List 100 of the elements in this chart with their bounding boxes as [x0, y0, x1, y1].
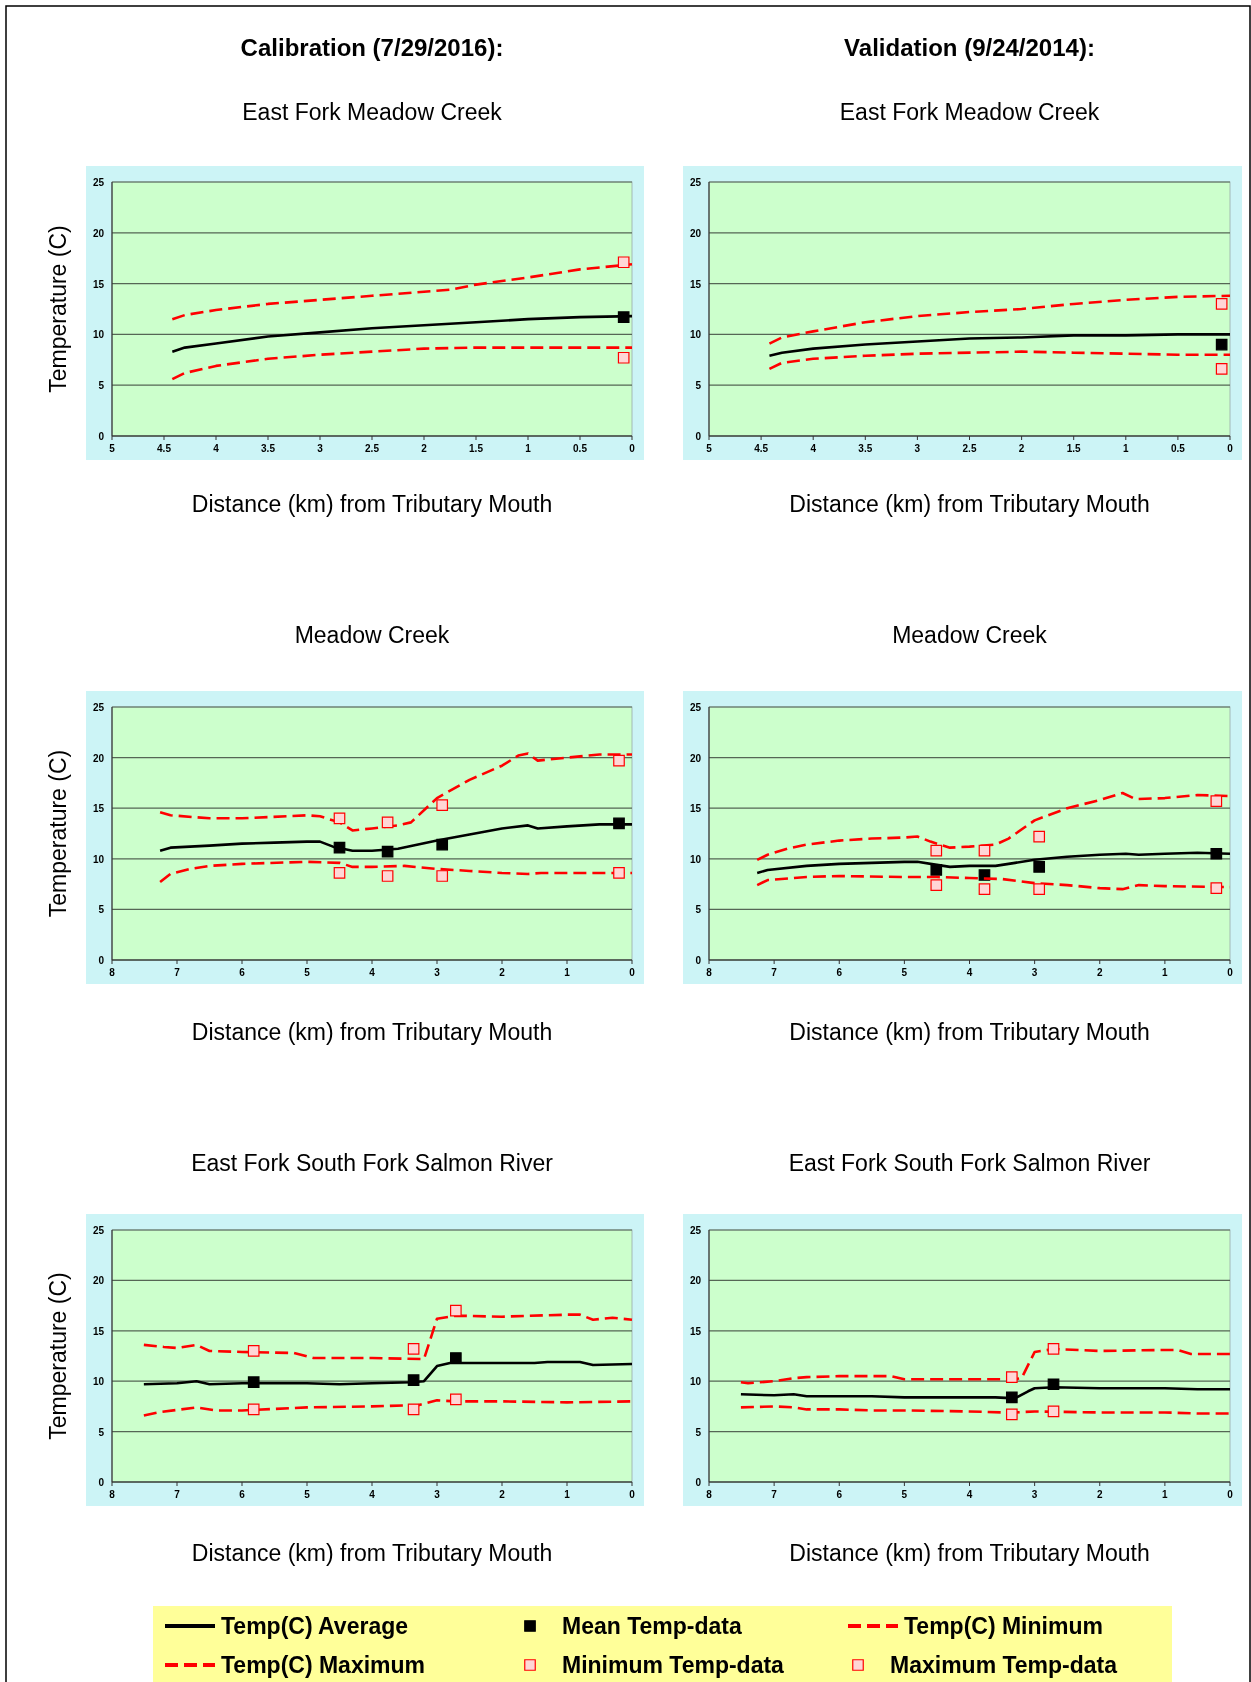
x-tick-label: 3 [914, 443, 921, 454]
point [978, 844, 991, 857]
x-tick-label: 6 [836, 1489, 843, 1500]
legend-label: Maximum Temp-data [890, 1652, 1118, 1678]
line-series [755, 851, 1232, 875]
point [1210, 795, 1223, 807]
y-tick-label: 25 [689, 177, 702, 188]
point [381, 845, 394, 858]
legend-label: Mean Temp-data [562, 1613, 742, 1639]
legend-label: Minimum Temp-data [562, 1652, 785, 1678]
y-tick-label: 0 [695, 431, 702, 442]
chart-title: Validation (9/24/2014): [844, 34, 1095, 61]
y-tick-label: 15 [92, 803, 105, 815]
y-tick-label: 5 [695, 1426, 702, 1438]
chart-title: Calibration (7/29/2016): [240, 34, 504, 61]
x-tick-label: 4 [369, 1489, 376, 1500]
point [613, 817, 625, 830]
x-tick-label: 1 [564, 1489, 571, 1500]
point [247, 1376, 260, 1389]
x-tick-label: 6 [836, 967, 843, 978]
y-tick-label: 20 [92, 1275, 105, 1287]
x-tick-label: 7 [771, 1489, 778, 1500]
y-tick-label: 15 [689, 278, 702, 290]
x-tick-label: 2 [499, 1489, 506, 1500]
point [1210, 847, 1223, 860]
x-tick-label: 4 [966, 1489, 973, 1500]
y-tick-label: 0 [98, 955, 105, 966]
x-axis-title: Distance (km) from Tributary Mouth [789, 491, 1150, 517]
point [1033, 883, 1046, 895]
point [247, 1345, 260, 1357]
x-tick-label: 1.5 [469, 443, 484, 454]
y-tick-label: 25 [92, 702, 105, 713]
line-series [171, 346, 634, 381]
y-tick-label: 15 [92, 278, 105, 290]
y-tick-label: 20 [689, 752, 702, 764]
x-tick-label: 5 [304, 1489, 311, 1500]
y-tick-label: 25 [689, 702, 702, 713]
x-tick-label: 1 [525, 443, 532, 454]
point [1033, 861, 1046, 873]
y-tick-label: 0 [695, 1477, 702, 1488]
legend-label: Temp(C) Minimum [904, 1613, 1103, 1639]
x-tick-label: 0 [629, 1489, 636, 1500]
chart-subtitle: East Fork South Fork Salmon River [788, 1150, 1151, 1176]
line-series [768, 333, 1232, 358]
chart-subtitle: East Fork South Fork Salmon River [191, 1150, 554, 1176]
line-series [768, 350, 1232, 371]
x-tick-label: 4 [213, 443, 220, 454]
x-tick-label: 5 [901, 967, 908, 978]
legend-label: Temp(C) Maximum [221, 1652, 426, 1678]
x-tick-label: 4 [810, 443, 817, 454]
x-tick-label: 0 [1227, 443, 1234, 454]
x-tick-label: 3 [434, 967, 441, 978]
x-tick-label: 8 [109, 967, 116, 978]
y-tick-label: 20 [92, 752, 105, 764]
x-tick-label: 7 [174, 1489, 181, 1500]
y-tick-label: 20 [689, 227, 702, 239]
x-tick-label: 7 [771, 967, 778, 978]
point [381, 870, 394, 882]
y-tick-label: 10 [92, 329, 105, 341]
y-tick-label: 5 [695, 380, 702, 392]
x-tick-label: 0.5 [1170, 443, 1186, 454]
point [436, 799, 449, 812]
point [1005, 1371, 1018, 1384]
y-tick-label: 20 [92, 227, 105, 239]
point [613, 867, 625, 879]
y-axis-title: Temperature (C) [45, 1272, 71, 1440]
y-tick-label: 10 [689, 853, 702, 865]
point [407, 1343, 420, 1355]
point [407, 1403, 420, 1416]
point [1210, 882, 1223, 894]
x-tick-label: 3.5 [261, 443, 276, 454]
x-tick-label: 2.5 [962, 443, 977, 454]
line-series [158, 752, 634, 832]
x-tick-label: 0 [1227, 1489, 1234, 1500]
point [978, 883, 991, 895]
y-tick-label: 0 [98, 1477, 105, 1488]
x-tick-label: 5 [706, 443, 713, 454]
point [930, 844, 943, 857]
y-tick-label: 10 [92, 1376, 105, 1388]
point [1047, 1405, 1060, 1418]
x-tick-label: 3 [317, 443, 324, 454]
chart-subtitle: East Fork Meadow Creek [839, 99, 1100, 125]
y-tick-label: 15 [689, 803, 702, 815]
x-axis-title: Distance (km) from Tributary Mouth [789, 1540, 1150, 1566]
y-tick-label: 5 [98, 1426, 105, 1438]
x-axis-title: Distance (km) from Tributary Mouth [191, 1540, 553, 1566]
point [1005, 1391, 1018, 1404]
x-tick-label: 5 [109, 443, 116, 454]
x-tick-label: 1 [1162, 1489, 1169, 1500]
x-tick-label: 8 [706, 1489, 713, 1500]
point [407, 1374, 420, 1387]
x-tick-label: 4.5 [157, 443, 172, 454]
x-tick-label: 2 [1096, 1489, 1103, 1500]
point [450, 1304, 462, 1317]
x-tick-label: 0.5 [573, 443, 588, 454]
x-tick-label: 2 [1096, 967, 1103, 978]
x-tick-label: 1 [1162, 967, 1169, 978]
legend-label: Temp(C) Average [221, 1613, 409, 1639]
point [333, 867, 346, 879]
point [930, 864, 943, 876]
